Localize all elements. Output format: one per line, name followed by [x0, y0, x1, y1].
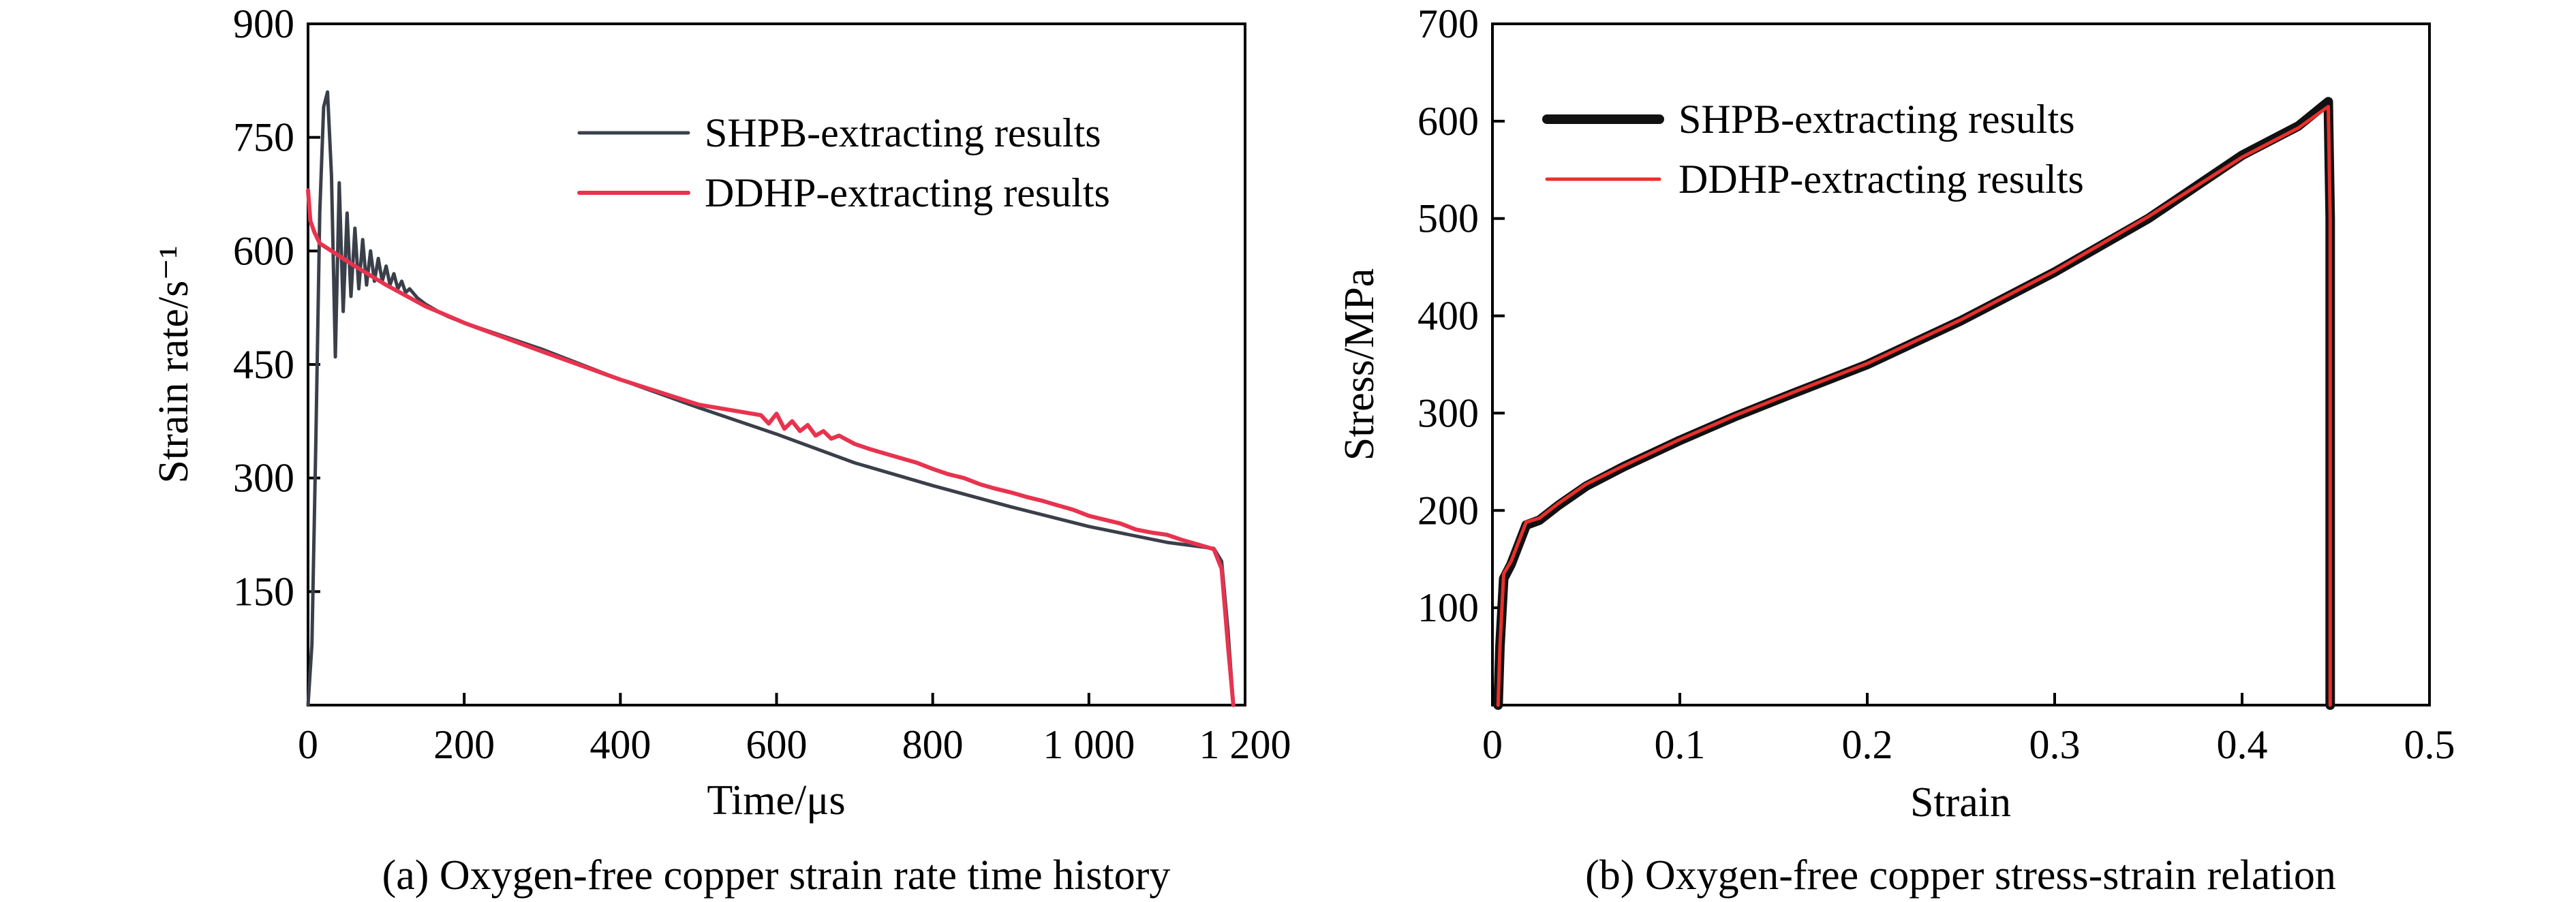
panel-b-x-axis-title: Strain	[1910, 779, 2011, 826]
panel-a-x-tick-label-1: 200	[433, 722, 495, 767]
panel-a-x-axis-title: Time/μs	[707, 777, 845, 824]
panel-b-y-tick-label-5: 600	[1417, 99, 1479, 144]
panel-b-series	[1493, 97, 2335, 710]
panel-b-series-line-1	[1496, 104, 2332, 707]
panel-a-ticks: 0 200 400 600 800 1 000 1 200 150 300 450 600 750 90…	[233, 1, 1291, 767]
panel-a-y-tick-label-2: 450	[233, 342, 294, 387]
panel-b-legend-label-0: SHPB-extracting results	[1678, 97, 2075, 142]
panel-a-y-tick-label-3: 600	[233, 228, 294, 273]
panel-b-x-tick-label-1: 0.1	[1655, 722, 1706, 767]
panel-b-caption: (b) Oxygen-free copper stress-strain rel…	[1585, 852, 2336, 899]
panel-b-plot-frame	[1491, 22, 2431, 706]
panel-b-x-tick-label-2: 0.2	[1842, 722, 1893, 767]
panel-b-y-tick-label-0: 100	[1417, 585, 1479, 630]
panel-a-series	[306, 90, 1236, 707]
panel-a-series-line-0	[306, 90, 1236, 707]
panel-a-legend-label-1: DDHP-extracting results	[705, 170, 1110, 215]
panel-a-y-tick-label-0: 150	[233, 569, 294, 614]
panel-b-x-tick-label-4: 0.4	[2217, 722, 2268, 767]
panel-b-stress-strain-chart: 0 0.1 0.2 0.3 0.4 0.5 100 200 300 400 500 600 700 SH…	[1336, 1, 2455, 899]
panel-b-y-tick-label-3: 400	[1417, 294, 1479, 339]
panel-b-legend: SHPB-extracting results DDHP-extracting r…	[1542, 97, 2084, 202]
panel-a-strain-rate-chart: 0 200 400 600 800 1 000 1 200 150 300 450 600 750 90…	[151, 1, 1291, 899]
panel-a-y-axis-title: Strain rate/s⁻¹	[151, 245, 197, 483]
panel-b-x-tick-label-5: 0.5	[2404, 722, 2455, 767]
panel-b-y-tick-label-6: 700	[1417, 1, 1479, 46]
panel-a-caption: (a) Oxygen-free copper strain rate time …	[382, 852, 1171, 899]
panel-a-y-tick-label-4: 750	[233, 115, 294, 160]
panel-b-y-tick-label-4: 500	[1417, 196, 1479, 241]
panel-a-x-tick-label-3: 600	[746, 722, 808, 767]
panel-a-x-tick-label-0: 0	[298, 722, 318, 767]
panel-a-series-line-1	[306, 188, 1236, 707]
panel-a-x-tick-label-2: 400	[589, 722, 651, 767]
panel-b-y-axis-title: Stress/MPa	[1336, 268, 1383, 461]
panel-a-legend: SHPB-extracting results DDHP-extracting r…	[577, 110, 1110, 215]
panel-a-x-tick-label-5: 1 000	[1043, 722, 1135, 767]
panel-b-legend-label-1: DDHP-extracting results	[1678, 157, 2084, 202]
panel-b-x-tick-label-0: 0	[1482, 722, 1503, 767]
panel-a-legend-label-0: SHPB-extracting results	[705, 110, 1101, 155]
panel-a-y-tick-label-5: 900	[233, 1, 294, 46]
panel-b-x-tick-label-3: 0.3	[2029, 722, 2081, 767]
panel-a-x-tick-label-4: 800	[902, 722, 964, 767]
panel-a-y-tick-label-1: 300	[233, 456, 294, 501]
panel-b-y-tick-label-1: 200	[1417, 488, 1479, 533]
panel-a-x-tick-label-6: 1 200	[1199, 722, 1291, 767]
panel-b-ticks: 0 0.1 0.2 0.3 0.4 0.5 100 200 300 400 500 600 700	[1417, 1, 2455, 767]
panel-b-y-tick-label-2: 300	[1417, 390, 1479, 435]
